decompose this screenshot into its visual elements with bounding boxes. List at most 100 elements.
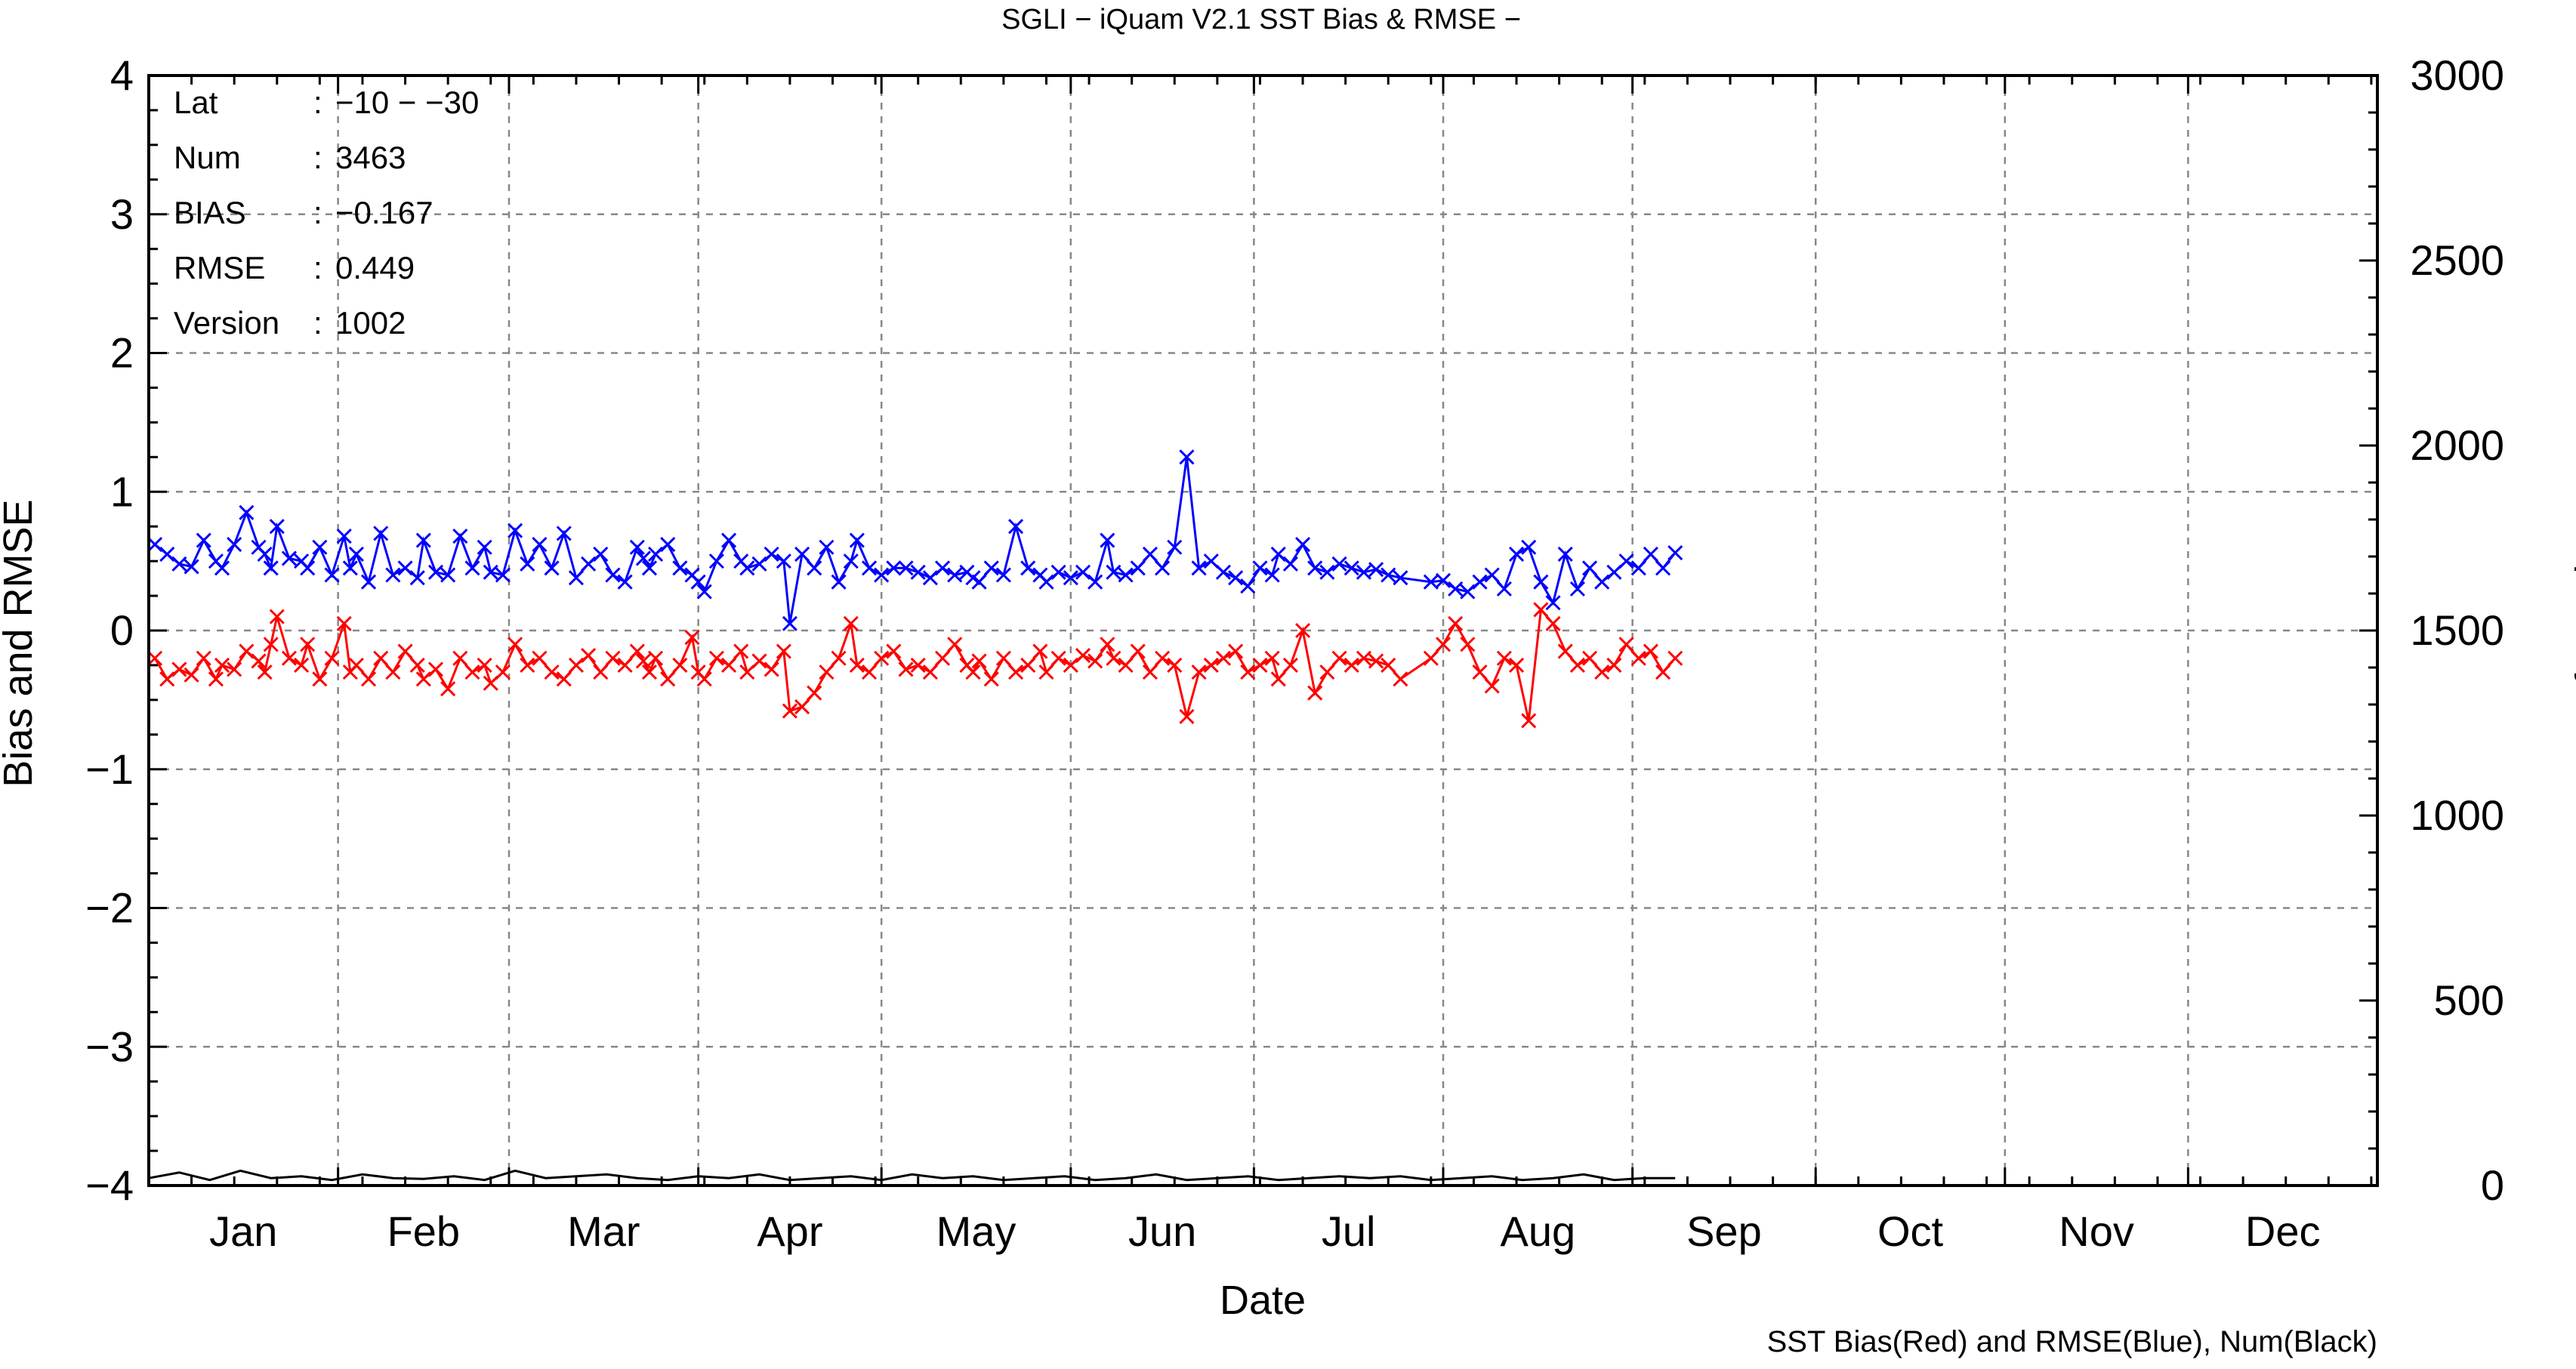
data-point-rmse — [495, 567, 511, 583]
data-point-bias — [807, 685, 822, 701]
data-point-rmse — [1282, 556, 1298, 572]
data-point-rmse — [348, 546, 364, 562]
left-axis-tick-labels: 4 3 2 1 0 −1 −2 −3 −4 — [85, 51, 134, 1209]
data-point-bias — [196, 650, 211, 666]
data-point-bias — [708, 650, 724, 666]
data-point-rmse — [239, 504, 255, 520]
data-point-bias — [1179, 708, 1195, 724]
data-point-bias — [324, 650, 340, 666]
data-point-rmse — [807, 560, 822, 576]
data-point-rmse — [1319, 564, 1335, 580]
data-point-rmse — [532, 537, 548, 553]
y-right-tick-label: 3000 — [2410, 51, 2504, 99]
data-point-rmse — [147, 537, 163, 553]
data-point-bias — [1448, 615, 1464, 631]
data-point-rmse — [1252, 560, 1268, 576]
data-point-bias — [1252, 657, 1268, 673]
data-point-rmse — [342, 560, 358, 576]
info-separator: : — [313, 250, 322, 285]
y-right-tick-label: 1000 — [2410, 791, 2504, 839]
y-left-tick-label: 4 — [110, 51, 134, 99]
data-point-bias — [336, 615, 352, 631]
data-point-rmse — [721, 532, 737, 548]
data-point-rmse — [464, 560, 480, 576]
data-point-rmse — [1484, 567, 1500, 583]
series-layer — [147, 449, 1683, 1182]
data-point-rmse — [397, 560, 413, 576]
data-point-bias — [1581, 650, 1598, 666]
data-point-bias — [910, 657, 926, 673]
data-point-bias — [1142, 664, 1158, 680]
data-point-bias — [214, 657, 230, 673]
data-point-rmse — [886, 560, 902, 576]
data-point-bias — [1344, 657, 1359, 673]
data-point-bias — [1240, 664, 1256, 680]
data-point-bias — [440, 681, 456, 697]
data-point-bias — [1569, 657, 1585, 673]
data-point-bias — [617, 657, 633, 673]
data-point-bias — [1050, 650, 1066, 666]
data-point-bias — [1545, 615, 1561, 631]
data-point-bias — [1294, 622, 1311, 639]
data-point-bias — [427, 661, 444, 677]
data-point-rmse — [647, 546, 664, 562]
data-point-bias — [1655, 664, 1671, 680]
data-point-rmse — [819, 539, 835, 555]
data-point-bias — [1264, 650, 1280, 666]
data-point-bias — [1594, 664, 1610, 680]
info-separator: : — [313, 305, 322, 341]
info-key: BIAS — [174, 195, 246, 230]
data-point-bias — [605, 650, 621, 666]
data-point-bias — [348, 657, 364, 673]
data-point-rmse — [1215, 564, 1232, 580]
data-point-bias — [477, 657, 492, 673]
data-point-rmse — [171, 556, 187, 572]
data-point-rmse — [1142, 546, 1158, 562]
data-point-rmse — [312, 539, 328, 555]
y-left-tick-label: 2 — [110, 329, 134, 377]
data-point-bias — [1007, 664, 1024, 680]
data-point-bias — [1356, 650, 1371, 666]
data-point-rmse — [184, 559, 199, 575]
data-point-rmse — [1130, 560, 1146, 576]
data-point-bias — [1533, 602, 1549, 618]
data-point-rmse — [324, 567, 340, 583]
data-point-rmse — [1264, 567, 1280, 583]
data-point-rmse — [1307, 560, 1323, 576]
data-point-bias — [647, 650, 664, 666]
data-point-rmse — [1557, 546, 1573, 562]
data-point-bias — [635, 653, 651, 669]
data-point-rmse — [1618, 553, 1634, 569]
data-point-rmse — [922, 570, 938, 586]
x-month-label: Dec — [2245, 1207, 2321, 1255]
data-point-bias — [1606, 657, 1622, 673]
data-point-bias — [409, 657, 425, 673]
x-month-label: Jun — [1128, 1207, 1196, 1255]
data-point-bias — [294, 657, 310, 673]
data-point-bias — [312, 671, 328, 687]
data-point-rmse — [1435, 572, 1452, 588]
x-axis-label: Date — [1220, 1278, 1306, 1323]
data-point-bias — [629, 643, 645, 659]
data-point-bias — [934, 650, 951, 666]
x-month-label: Nov — [2059, 1207, 2134, 1255]
chart-title: SGLI − iQuam V2.1 SST Bias & RMSE − — [1001, 4, 1521, 35]
data-point-bias — [184, 667, 199, 683]
data-point-bias — [1368, 653, 1384, 669]
data-point-rmse — [660, 537, 676, 553]
data-point-bias — [1130, 643, 1146, 659]
data-point-bias — [593, 664, 609, 680]
data-point-bias — [397, 643, 413, 659]
data-point-bias — [733, 643, 749, 659]
data-point-rmse — [593, 546, 609, 562]
data-point-rmse — [1508, 546, 1525, 562]
info-separator: : — [313, 85, 322, 120]
data-point-bias — [532, 650, 548, 666]
data-point-rmse — [849, 532, 865, 548]
data-point-rmse — [1063, 570, 1078, 586]
data-point-bias — [1460, 637, 1476, 652]
data-point-rmse — [1203, 553, 1219, 569]
data-point-rmse — [373, 526, 389, 541]
data-point-rmse — [874, 567, 890, 583]
